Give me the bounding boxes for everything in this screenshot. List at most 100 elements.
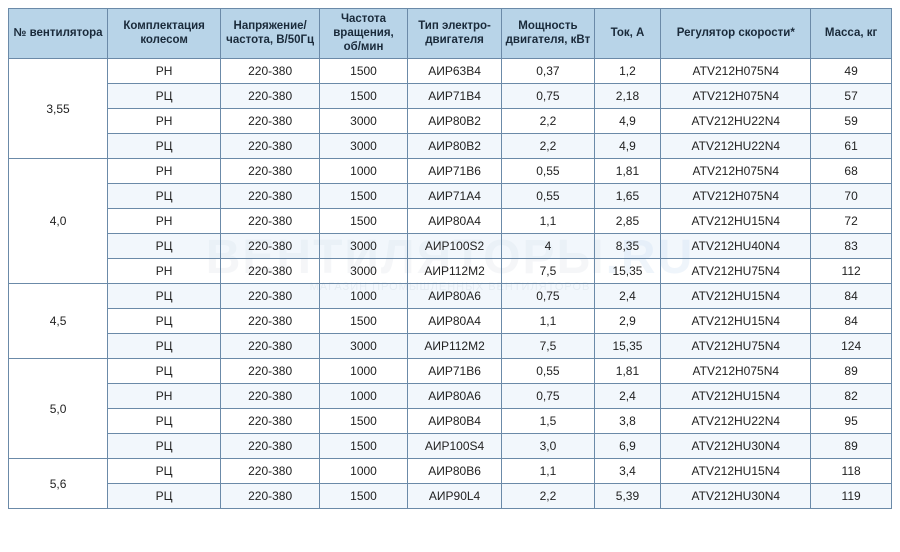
cell-fan-number: 5,6 bbox=[9, 459, 108, 509]
cell: 0,55 bbox=[502, 159, 594, 184]
cell: 2,4 bbox=[594, 384, 661, 409]
table-row: 4,0РН220-3801000АИР71В60,551,81ATV212H07… bbox=[9, 159, 892, 184]
cell: АИР80А4 bbox=[407, 309, 502, 334]
cell: ATV212H075N4 bbox=[661, 184, 811, 209]
cell: 4 bbox=[502, 234, 594, 259]
cell: 72 bbox=[811, 209, 892, 234]
cell: РЦ bbox=[108, 459, 221, 484]
cell: РЦ bbox=[108, 84, 221, 109]
cell: АИР112М2 bbox=[407, 259, 502, 284]
cell-fan-number: 4,0 bbox=[9, 159, 108, 284]
cell: ATV212HU22N4 bbox=[661, 134, 811, 159]
cell: 118 bbox=[811, 459, 892, 484]
col-power: Мощность двигателя, кВт bbox=[502, 9, 594, 59]
cell: 2,85 bbox=[594, 209, 661, 234]
cell: 68 bbox=[811, 159, 892, 184]
cell: ATV212HU75N4 bbox=[661, 259, 811, 284]
cell: РЦ bbox=[108, 434, 221, 459]
cell: 70 bbox=[811, 184, 892, 209]
cell: ATV212HU22N4 bbox=[661, 409, 811, 434]
cell: АИР71В6 bbox=[407, 359, 502, 384]
cell: 220-380 bbox=[221, 309, 320, 334]
cell: 3000 bbox=[320, 334, 408, 359]
cell: 3,4 bbox=[594, 459, 661, 484]
cell: 1000 bbox=[320, 384, 408, 409]
cell: 220-380 bbox=[221, 334, 320, 359]
cell: 1000 bbox=[320, 284, 408, 309]
col-wheel: Комплектация колесом bbox=[108, 9, 221, 59]
cell: ATV212HU22N4 bbox=[661, 109, 811, 134]
cell: 1,1 bbox=[502, 459, 594, 484]
table-row: РЦ220-3801500АИР71В40,752,18ATV212H075N4… bbox=[9, 84, 892, 109]
cell: 2,4 bbox=[594, 284, 661, 309]
cell: 1500 bbox=[320, 209, 408, 234]
cell: ATV212H075N4 bbox=[661, 159, 811, 184]
cell: РН bbox=[108, 384, 221, 409]
cell: 220-380 bbox=[221, 409, 320, 434]
cell: ATV212HU15N4 bbox=[661, 284, 811, 309]
col-voltage: Напряжение/частота, В/50Гц bbox=[221, 9, 320, 59]
table-row: РЦ220-3801500АИР90L42,25,39ATV212HU30N41… bbox=[9, 484, 892, 509]
table-row: РН220-3801000АИР80А60,752,4ATV212HU15N48… bbox=[9, 384, 892, 409]
cell: 119 bbox=[811, 484, 892, 509]
cell: 1500 bbox=[320, 484, 408, 509]
cell: ATV212HU15N4 bbox=[661, 209, 811, 234]
col-fan-number: № вентилятора bbox=[9, 9, 108, 59]
table-row: РН220-3803000АИР112М27,515,35ATV212HU75N… bbox=[9, 259, 892, 284]
cell: АИР80А4 bbox=[407, 209, 502, 234]
cell: АИР100S4 bbox=[407, 434, 502, 459]
cell: 2,2 bbox=[502, 109, 594, 134]
cell: АИР80А6 bbox=[407, 284, 502, 309]
cell: 1500 bbox=[320, 184, 408, 209]
cell: 1,1 bbox=[502, 309, 594, 334]
cell: 112 bbox=[811, 259, 892, 284]
cell: 0,75 bbox=[502, 384, 594, 409]
cell: РЦ bbox=[108, 334, 221, 359]
cell: РЦ bbox=[108, 409, 221, 434]
cell: 220-380 bbox=[221, 209, 320, 234]
cell: РН bbox=[108, 259, 221, 284]
cell: 57 bbox=[811, 84, 892, 109]
cell: 1500 bbox=[320, 434, 408, 459]
cell: 2,18 bbox=[594, 84, 661, 109]
col-mass: Масса, кг bbox=[811, 9, 892, 59]
cell: 3000 bbox=[320, 109, 408, 134]
cell: АИР80В6 bbox=[407, 459, 502, 484]
table-row: РН220-3801500АИР80А41,12,85ATV212HU15N47… bbox=[9, 209, 892, 234]
cell: 15,35 bbox=[594, 334, 661, 359]
table-row: 4,5РЦ220-3801000АИР80А60,752,4ATV212HU15… bbox=[9, 284, 892, 309]
cell: 1000 bbox=[320, 359, 408, 384]
table-row: РЦ220-3801500АИР80В41,53,8ATV212HU22N495 bbox=[9, 409, 892, 434]
table-row: РЦ220-3801500АИР80А41,12,9ATV212HU15N484 bbox=[9, 309, 892, 334]
cell: 1,1 bbox=[502, 209, 594, 234]
cell: ATV212HU15N4 bbox=[661, 459, 811, 484]
cell: АИР80А6 bbox=[407, 384, 502, 409]
cell: РН bbox=[108, 109, 221, 134]
cell: 220-380 bbox=[221, 184, 320, 209]
cell: 0,75 bbox=[502, 284, 594, 309]
cell-fan-number: 4,5 bbox=[9, 284, 108, 359]
spec-table: № вентилятора Комплектация колесом Напря… bbox=[8, 8, 892, 509]
cell: 220-380 bbox=[221, 484, 320, 509]
cell: РЦ bbox=[108, 484, 221, 509]
cell: 3,8 bbox=[594, 409, 661, 434]
cell: 89 bbox=[811, 434, 892, 459]
cell: ATV212HU15N4 bbox=[661, 384, 811, 409]
cell: ATV212HU40N4 bbox=[661, 234, 811, 259]
cell: ATV212H075N4 bbox=[661, 84, 811, 109]
cell: 3,0 bbox=[502, 434, 594, 459]
cell: 49 bbox=[811, 59, 892, 84]
cell: 3000 bbox=[320, 259, 408, 284]
cell: 1500 bbox=[320, 409, 408, 434]
cell: РЦ bbox=[108, 309, 221, 334]
cell: 7,5 bbox=[502, 259, 594, 284]
cell: 220-380 bbox=[221, 284, 320, 309]
cell: 220-380 bbox=[221, 234, 320, 259]
cell: 59 bbox=[811, 109, 892, 134]
cell: ATV212H075N4 bbox=[661, 59, 811, 84]
cell: 4,9 bbox=[594, 134, 661, 159]
cell: 82 bbox=[811, 384, 892, 409]
cell: 1000 bbox=[320, 459, 408, 484]
cell: 220-380 bbox=[221, 434, 320, 459]
cell: РЦ bbox=[108, 184, 221, 209]
